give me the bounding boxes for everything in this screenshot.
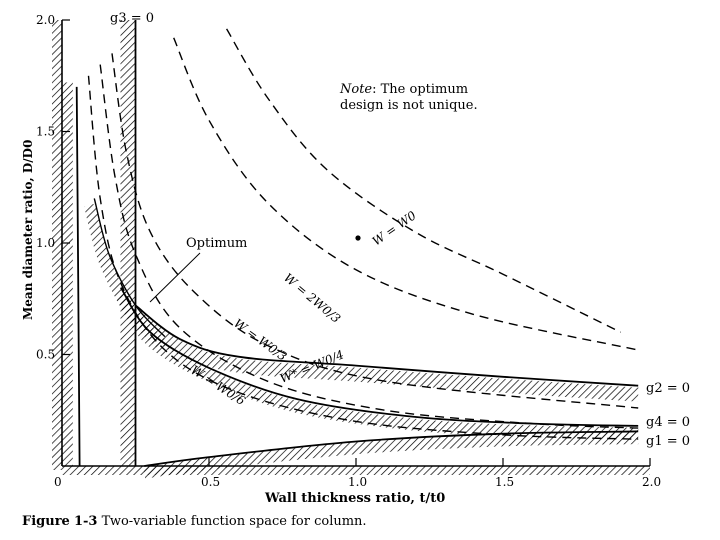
g2-hatch (131, 308, 639, 402)
contour-point (355, 235, 361, 241)
y-tick-label: 1.0 (36, 236, 55, 250)
note-line-1: Note: The optimum (339, 82, 468, 97)
g1-hatch (143, 432, 639, 479)
optimum-hatch (84, 203, 165, 348)
optimum-label: Optimum (186, 236, 247, 251)
caption-prefix: Figure (22, 514, 70, 529)
contour-line (111, 53, 639, 409)
caption-number: 1-3 (73, 514, 98, 529)
plot-area: 0 0.5 1.0 1.5 2.0 0.5 1.0 1.5 2.0 (36, 13, 661, 489)
x-tick-label: 0.5 (201, 475, 220, 489)
g3-label: g3 = 0 (110, 11, 154, 26)
x-tick-label: 1.0 (348, 475, 367, 489)
figure-caption: Figure 1-3 Two-variable function space f… (22, 514, 367, 529)
caption-text: Two-variable function space for column. (101, 514, 367, 529)
x-axis-hatch (62, 466, 650, 475)
g2-label: g2 = 0 (646, 381, 690, 396)
contour-line (99, 64, 639, 429)
x-tick-label: 2.0 (642, 475, 661, 489)
contour-line (173, 37, 639, 351)
x-tick-label: 0 (54, 475, 62, 489)
g3-hatch (120, 20, 136, 466)
optimum-solid (93, 198, 166, 338)
y-tick-label: 1.5 (36, 125, 55, 139)
constraint-line-left-boundary (75, 86, 81, 467)
x-axis-label: Wall thickness ratio, t/t0 (264, 491, 445, 506)
constraint-line-g1=0 (144, 430, 639, 467)
contour-line (225, 28, 621, 333)
x-tick-label: 1.5 (495, 475, 514, 489)
y-tick-label: 2.0 (36, 13, 55, 27)
y-axis-label: Mean diameter ratio, D/D0 (21, 140, 35, 320)
note-line-2: design is not unique. (340, 98, 478, 113)
optimum-arrow (149, 252, 201, 303)
left-boundary-hatch (60, 82, 73, 466)
contour-line (87, 75, 639, 440)
y-axis-hatch (52, 20, 62, 470)
g4-label: g4 = 0 (646, 415, 690, 430)
contour-label-w0: W = W0 (370, 208, 419, 248)
y-tick-label: 0.5 (36, 348, 55, 362)
g1-label: g1 = 0 (646, 434, 690, 449)
contour-label-2w0-3: W = 2W0/3 (281, 271, 343, 327)
constraint-line-g2=0 (134, 304, 639, 387)
